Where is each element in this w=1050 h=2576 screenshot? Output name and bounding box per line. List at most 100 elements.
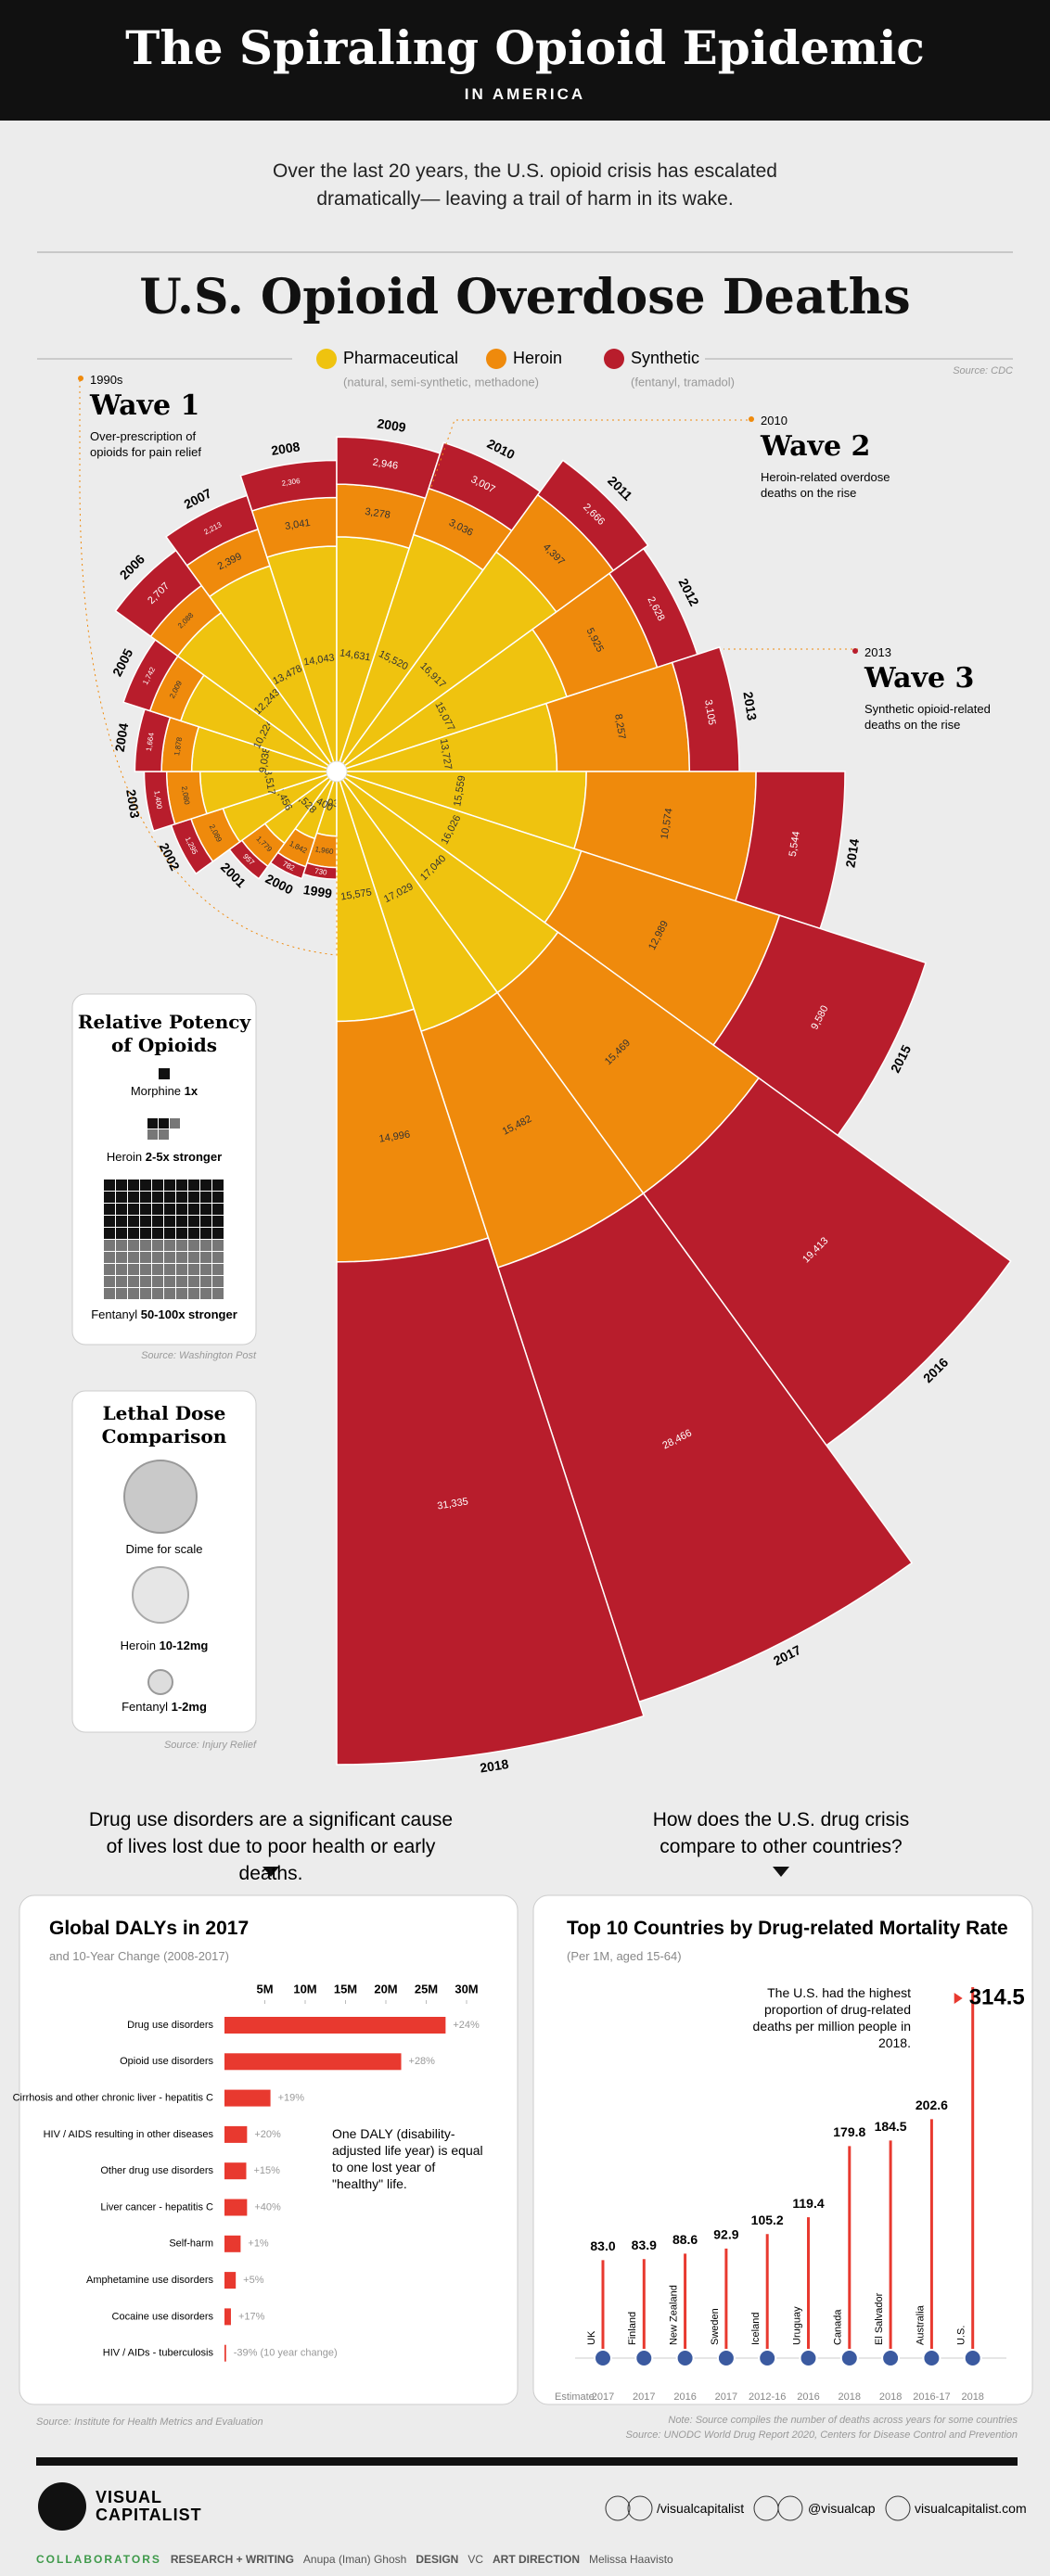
source: Source: Institute for Health Metrics and… <box>36 2417 263 2428</box>
page-subtitle: IN AMERICA <box>464 85 586 103</box>
fentanyl-icon <box>128 1264 139 1275</box>
fentanyl-icon <box>104 1180 115 1191</box>
year-label: 2003 <box>123 788 143 819</box>
role: RESEARCH + WRITING <box>170 2553 294 2566</box>
heroin-icon <box>147 1129 158 1140</box>
fentanyl-icon <box>200 1228 211 1239</box>
fentanyl-icon <box>212 1264 224 1275</box>
footer-band <box>36 2457 1018 2466</box>
social[interactable]: @visualcap <box>808 2501 876 2516</box>
category-label: Cirrhosis and other chronic liver - hepa… <box>13 2093 213 2104</box>
estimate: 2016 <box>673 2391 696 2403</box>
item: Heroin <box>120 1639 156 1652</box>
fentanyl-icon <box>116 1192 127 1203</box>
social[interactable]: /visualcapitalist <box>657 2501 745 2516</box>
estimate-label: Estimate: <box>555 2391 597 2403</box>
fentanyl-icon <box>152 1228 163 1239</box>
fentanyl-icon <box>152 1180 163 1191</box>
estimate: 2017 <box>633 2391 655 2403</box>
value-label: 83.9 <box>632 2238 657 2252</box>
x-tick-label: 5M <box>256 1982 273 1996</box>
wave-guide <box>430 419 753 488</box>
heroin-icon <box>159 1118 169 1129</box>
bar <box>224 2344 226 2362</box>
social[interactable]: visualcapitalist.com <box>915 2501 1027 2516</box>
value-label: 3,278 <box>365 506 391 521</box>
brand-line: CAPITALIST <box>96 2506 202 2524</box>
value-label: 92.9 <box>713 2227 738 2242</box>
fentanyl-icon <box>164 1216 175 1227</box>
role: DESIGN <box>416 2553 459 2566</box>
fentanyl-icon <box>200 1252 211 1263</box>
potency-item: Heroin 2-5x stronger <box>72 1150 256 1164</box>
change-label: +5% <box>243 2275 264 2286</box>
rose-segment <box>496 1192 914 1703</box>
x-tick-label: 10M <box>293 1982 316 1996</box>
value-label: 2,306 <box>281 477 301 488</box>
fentanyl-icon <box>200 1192 211 1203</box>
note: Note: Source compiles the number of deat… <box>668 2415 1018 2426</box>
mortality-panel <box>532 1894 1033 2405</box>
estimate: 2016-17 <box>913 2391 950 2403</box>
value-label: 8,517 <box>262 769 276 796</box>
center-hub <box>326 760 348 783</box>
fentanyl-icon <box>164 1240 175 1251</box>
header-band <box>0 0 1050 121</box>
estimate: 2017 <box>715 2391 737 2403</box>
value-label: 2,080 <box>180 785 191 806</box>
fentanyl-icon <box>212 1252 224 1263</box>
fentanyl-icon <box>200 1288 211 1299</box>
category-label: Iceland <box>750 2313 762 2345</box>
estimate: 2018 <box>961 2391 983 2403</box>
value-label: 9,038 <box>258 746 273 773</box>
fentanyl-icon <box>200 1204 211 1215</box>
fentanyl-icon <box>212 1228 224 1239</box>
social-icon <box>777 2495 803 2521</box>
value-label: 184.5 <box>875 2119 907 2134</box>
lethal-title: Lethal Dose Comparison <box>101 1402 227 1447</box>
value-label: 83.0 <box>590 2238 615 2253</box>
fentanyl-icon <box>104 1276 115 1287</box>
value-label: 105.2 <box>751 2213 784 2227</box>
flag <box>758 2349 777 2367</box>
brand: VISUAL CAPITALIST <box>96 2489 202 2524</box>
fentanyl-icon <box>188 1240 199 1251</box>
fentanyl-icon <box>200 1240 211 1251</box>
flag <box>799 2349 818 2367</box>
wave-title: Wave 3 <box>864 662 975 695</box>
fentanyl-icon <box>152 1252 163 1263</box>
fentanyl-icon <box>140 1216 151 1227</box>
change-label: +40% <box>254 2201 281 2213</box>
potency-item: Fentanyl 50-100x stronger <box>72 1307 256 1321</box>
year-label: 1999 <box>302 882 333 901</box>
wave-period: 2013 <box>864 645 891 659</box>
dose: 10-12mg <box>159 1639 209 1652</box>
category-label: Other drug use disorders <box>100 2165 213 2176</box>
fentanyl-icon <box>164 1204 175 1215</box>
panel-title: Global DALYs in 2017 <box>49 1918 250 1939</box>
value-label: 119.4 <box>792 2196 824 2211</box>
fentanyl-icon <box>188 1252 199 1263</box>
fentanyl-icon <box>152 1288 163 1299</box>
value-label: 2,946 <box>372 457 399 472</box>
legend-note: (fentanyl, tramadol) <box>631 375 735 389</box>
fentanyl-icon <box>188 1276 199 1287</box>
change-label: +1% <box>248 2238 269 2250</box>
category-label: El Salvador <box>874 2292 885 2345</box>
source: Source: UNODC World Drug Report 2020, Ce… <box>625 2429 1018 2441</box>
change-label: +17% <box>238 2311 265 2322</box>
category-label: HIV / AIDs - tuberculosis <box>103 2348 214 2359</box>
lethal-item: Dime for scale <box>72 1542 256 1556</box>
year-label: 2008 <box>270 439 301 458</box>
fentanyl-icon <box>128 1276 139 1287</box>
fentanyl-icon <box>116 1276 127 1287</box>
year-label: 2011 <box>605 473 635 504</box>
flag <box>675 2349 695 2367</box>
bar <box>224 2017 446 2034</box>
fentanyl-icon <box>128 1192 139 1203</box>
category-label: UK <box>586 2330 597 2345</box>
category-label: Canada <box>833 2309 844 2345</box>
fentanyl-icon <box>212 1216 224 1227</box>
fentanyl-icon <box>152 1276 163 1287</box>
